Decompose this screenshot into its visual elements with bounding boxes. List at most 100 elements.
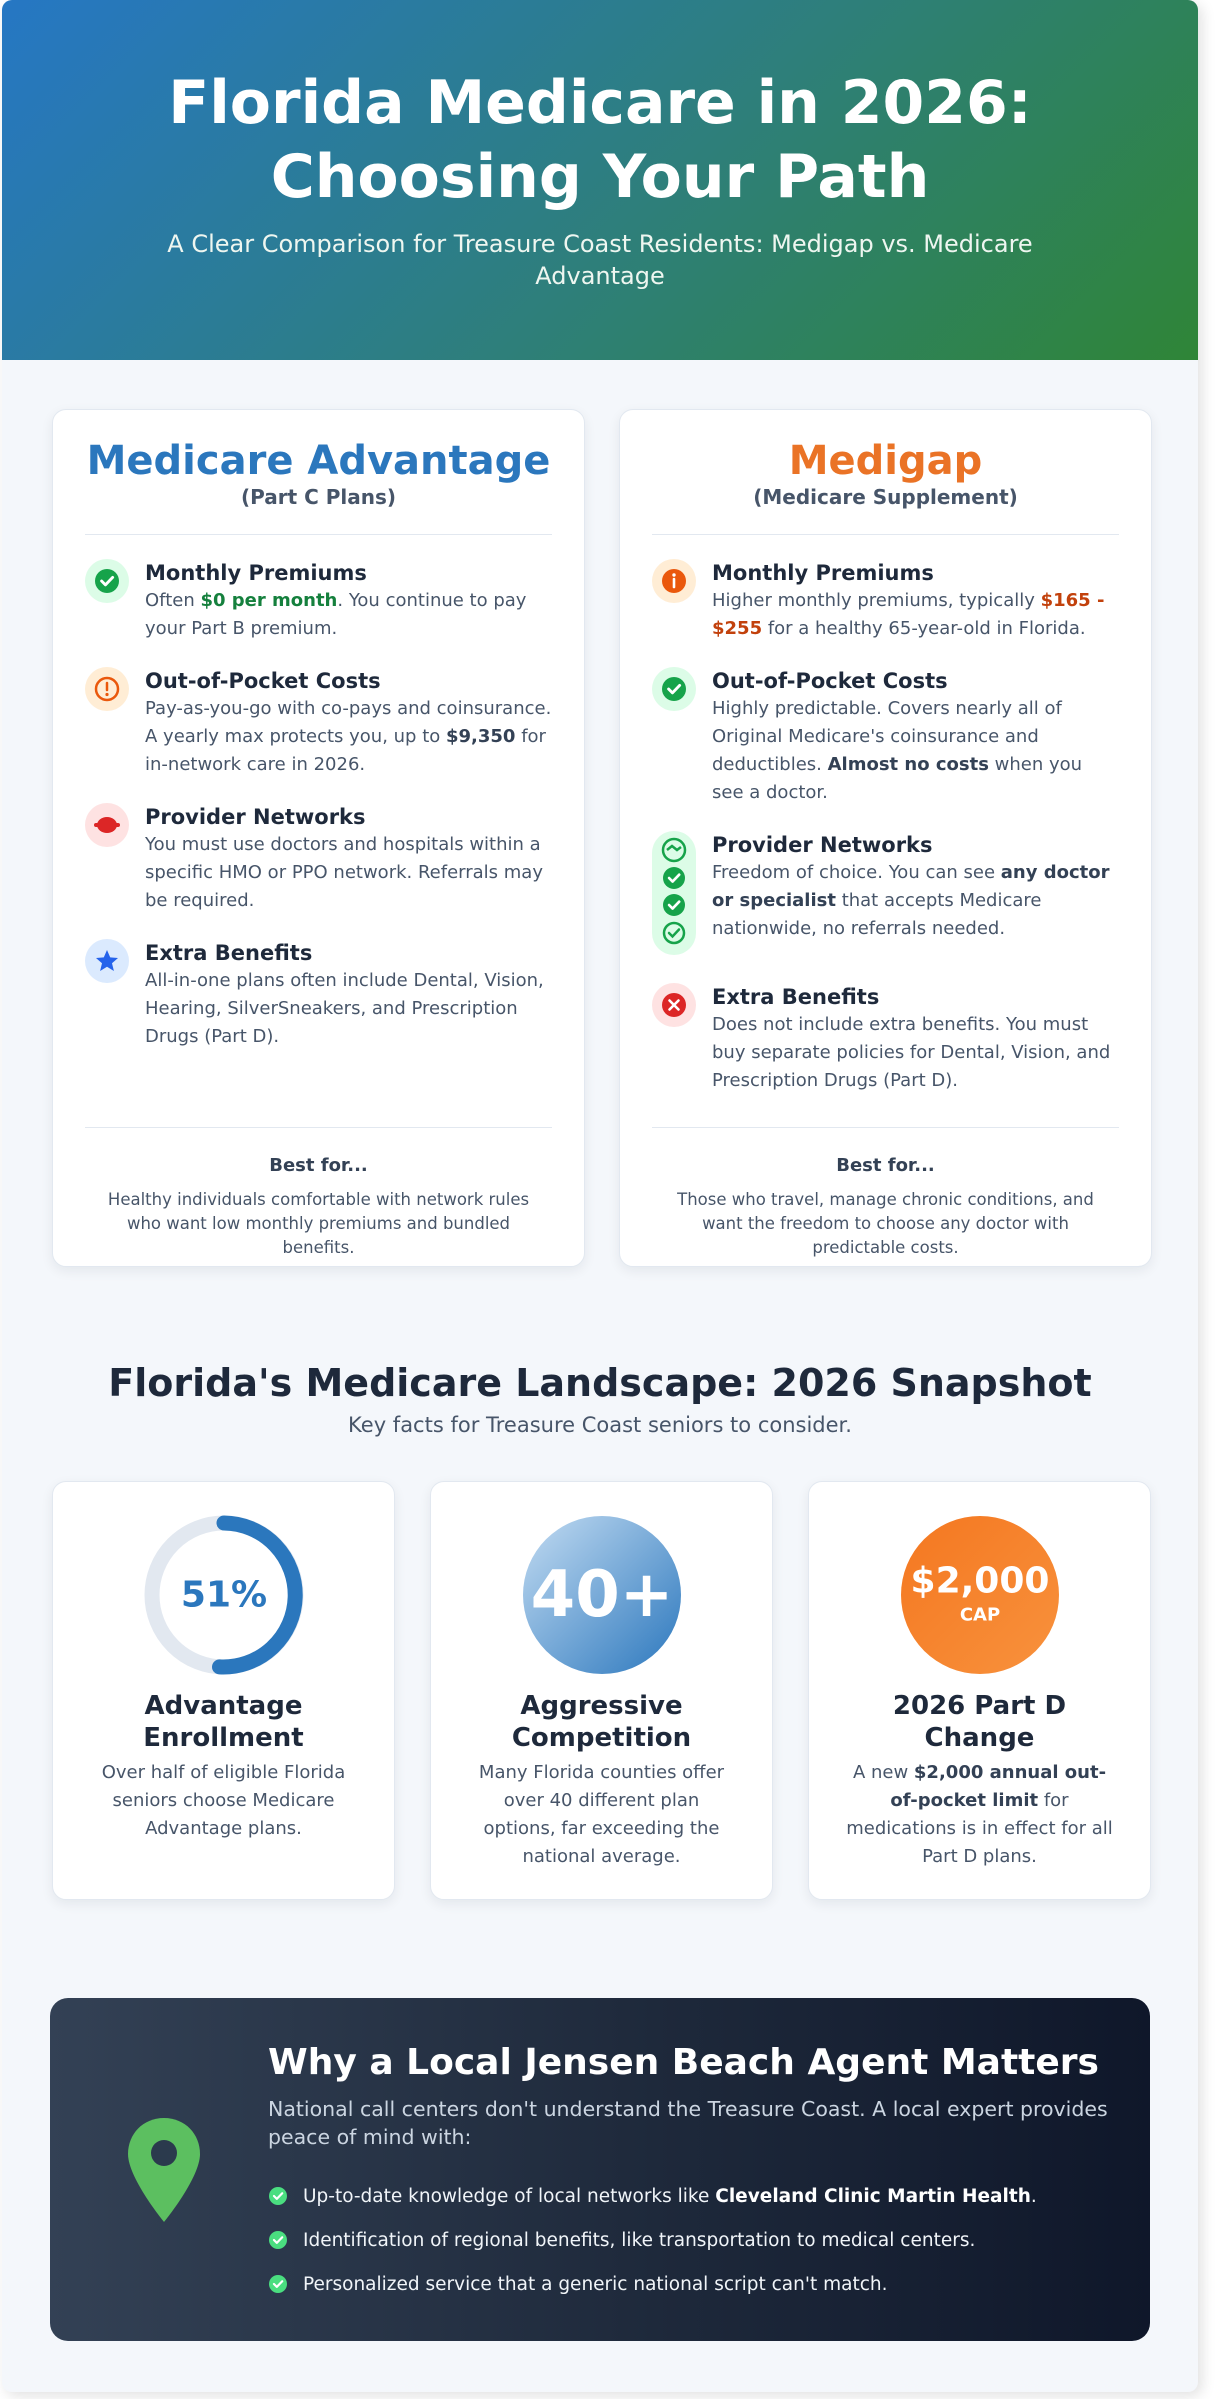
local-agent-panel: Why a Local Jensen Beach Agent Matters N… [50, 1998, 1150, 2341]
figure-shape [211, 1515, 303, 1675]
text-segment: Does not include extra benefits. You mus… [712, 1014, 1111, 1091]
icon-graphic [652, 667, 696, 711]
text-segment: Higher monthly premiums, typically [712, 590, 1041, 611]
text-segment: . You continue to pay your Part B premiu… [145, 590, 527, 639]
plan-title: Medigap [788, 438, 983, 484]
text-segment: Identification of regional benefits, lik… [303, 2229, 976, 2251]
feature-item: Out-of-Pocket Costs Highly predictable. C… [652, 667, 1119, 807]
feature-item: Out-of-Pocket Costs Pay-as-you-go with co… [85, 667, 552, 779]
text-segment: Personalized service that a generic nati… [303, 2273, 888, 2295]
best-for-label: Best for... [836, 1155, 935, 1176]
feature-icon [652, 559, 696, 643]
page: Florida Medicare in 2026: Choosing Your … [2, 0, 1198, 2392]
feature-item: Provider Networks Freedom of choice. You … [652, 831, 1119, 959]
text-segment: A new [852, 1762, 914, 1783]
figure-shape [522, 1516, 681, 1674]
emphasis: $0 per month [200, 590, 338, 611]
header: Florida Medicare in 2026: Choosing Your … [2, 0, 1198, 360]
stat-title: 2026 Part D Change [892, 1691, 1067, 1753]
feature-heading: Provider Networks [712, 833, 933, 857]
text-segment: Often [145, 590, 201, 611]
benefit-text: Up-to-date knowledge of local networks l… [303, 2186, 1037, 2207]
feature-item: Provider Networks You must use doctors an… [85, 803, 552, 915]
text-segment: Pay-as-you-go with co-pays and coinsuran… [145, 698, 552, 747]
emphasis: $2,000 annual out-of-pocket limit [890, 1762, 1107, 1811]
stat-body: Many Florida counties offer over 40 diff… [465, 1759, 738, 1871]
text-segment: Over half of eligible Florida seniors ch… [101, 1762, 346, 1839]
figure-value: 51% [180, 1575, 266, 1616]
feature-body: Does not include extra benefits. You mus… [712, 1011, 1119, 1095]
stat-card: 40+ Aggressive Competition Many Florida co… [430, 1481, 773, 1900]
feature-item: Monthly Premiums Often $0 per month. You … [85, 559, 552, 643]
text-segment: Up-to-date knowledge of local networks l… [303, 2185, 716, 2207]
text-segment: when you see a doctor. [712, 754, 1083, 803]
emphasis: Almost no costs [827, 754, 989, 775]
feature-text: Extra Benefits All-in-one plans often inc… [145, 939, 552, 1051]
text-segment: All-in-one plans often include Dental, V… [145, 970, 544, 1047]
plan-subtitle: (Medicare Supplement) [753, 485, 1018, 509]
icon-graphic [85, 939, 129, 983]
stat-body: Over half of eligible Florida seniors ch… [87, 1759, 360, 1843]
divider [85, 534, 552, 535]
figure-shape [900, 1516, 1059, 1674]
icon-graphic [652, 983, 696, 1027]
feature-body: Freedom of choice. You can see any docto… [712, 859, 1119, 943]
figure-value: 40+ [530, 1558, 673, 1632]
page-subtitle: A Clear Comparison for Treasure Coast Re… [167, 230, 1033, 290]
plan-card: Medicare Advantage (Part C Plans) Monthly … [52, 409, 585, 1267]
check-icon [269, 2231, 287, 2249]
feature-text: Provider Networks You must use doctors an… [145, 803, 552, 915]
feature-icon [652, 983, 696, 1095]
feature-item: Monthly Premiums Higher monthly premiums,… [652, 559, 1119, 643]
feature-body: Pay-as-you-go with co-pays and coinsuran… [145, 695, 552, 779]
panel-text: National call centers don't understand t… [268, 2097, 1108, 2149]
figure-value: $2,000 [910, 1561, 1049, 1602]
text-segment: for a healthy 65-year-old in Florida. [762, 618, 1086, 639]
feature-icon [85, 559, 129, 643]
icon-graphic [652, 831, 696, 955]
best-for: Best for... Those who travel, manage chro… [652, 1127, 1119, 1260]
feature-item: Extra Benefits All-in-one plans often inc… [85, 939, 552, 1051]
figure-note: CAP [959, 1605, 999, 1626]
stat-card: 51% Advantage Enrollment Over half of elig… [52, 1481, 395, 1900]
stat-title: Advantage Enrollment [143, 1691, 304, 1753]
feature-text: Provider Networks Freedom of choice. You … [712, 831, 1119, 959]
feature-text: Extra Benefits Does not include extra ben… [712, 983, 1119, 1095]
icon-graphic [85, 667, 129, 711]
benefit-text: Identification of regional benefits, lik… [303, 2230, 975, 2251]
text-segment: that accepts Medicare nationwide, no ref… [712, 890, 1042, 939]
icon-graphic [652, 559, 696, 603]
page-title: Florida Medicare in 2026: Choosing Your … [168, 68, 1032, 212]
stat-figure: 51% [144, 1515, 303, 1675]
best-for-label: Best for... [269, 1155, 368, 1176]
benefit-item: Identification of regional benefits, lik… [268, 2218, 1037, 2262]
feature-body: Often $0 per month. You continue to pay … [145, 587, 552, 643]
plan-card: Medigap (Medicare Supplement) Monthly Prem… [619, 409, 1152, 1267]
text-segment: . [1030, 2185, 1037, 2207]
stat-figure: $2,000 CAP [900, 1516, 1059, 1674]
divider [652, 534, 1119, 535]
best-for-text: Those who travel, manage chronic conditi… [677, 1190, 1094, 1257]
feature-body: All-in-one plans often include Dental, V… [145, 967, 552, 1051]
feature-heading: Provider Networks [145, 805, 366, 829]
location-pin-icon [128, 2118, 200, 2222]
benefit-item: Up-to-date knowledge of local networks l… [268, 2174, 1037, 2218]
text-segment: for medications is in effect for all Par… [846, 1790, 1113, 1867]
feature-text: Monthly Premiums Higher monthly premiums,… [712, 559, 1119, 643]
feature-icon [652, 831, 696, 959]
stat-card: $2,000 CAP 2026 Part D Change A new $2,000 … [808, 1481, 1151, 1900]
check-icon [269, 2275, 287, 2293]
feature-icon [85, 667, 129, 779]
text-segment: Many Florida counties offer over 40 diff… [478, 1762, 725, 1867]
text-segment: for in-network care in 2026. [145, 726, 546, 775]
plan-title: Medicare Advantage [86, 438, 551, 484]
emphasis: $165 - $255 [712, 590, 1105, 639]
icon-graphic [85, 803, 129, 847]
feature-icon [85, 939, 129, 1051]
icon-graphic [85, 559, 129, 603]
feature-heading: Extra Benefits [712, 985, 880, 1009]
panel-title: Why a Local Jensen Beach Agent Matters [268, 2042, 1099, 2083]
feature-body: Higher monthly premiums, typically $165 … [712, 587, 1119, 643]
section-subtitle: Key facts for Treasure Coast seniors to … [348, 1413, 852, 1437]
